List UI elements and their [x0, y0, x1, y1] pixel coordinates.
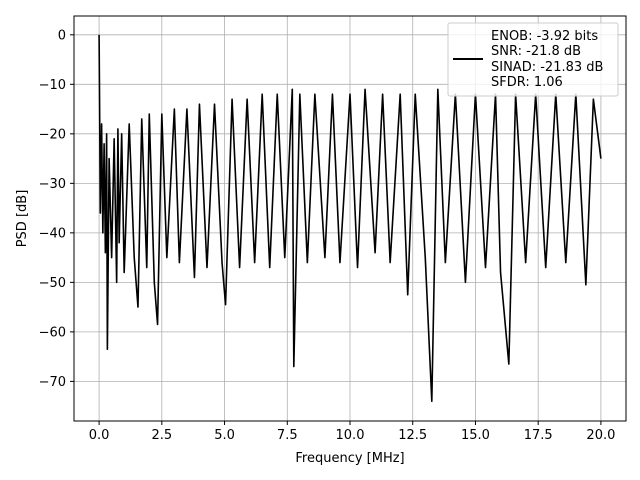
- y-axis-label: PSD [dB]: [15, 190, 30, 248]
- y-tick-label: −60: [39, 325, 66, 340]
- legend-sfdr: SFDR: 1.06: [491, 75, 563, 90]
- y-tick-label: −20: [39, 127, 66, 142]
- y-tick-label: −30: [39, 177, 66, 192]
- x-tick-label: 7.5: [277, 428, 298, 443]
- y-tick-label: −10: [39, 78, 66, 93]
- legend-snr: SNR: -21.8 dB: [491, 44, 581, 59]
- legend-box: [447, 22, 619, 97]
- y-tick-label: −70: [39, 375, 66, 390]
- x-axis-label: Frequency [MHz]: [295, 451, 404, 466]
- x-axis-ticks: 0.0 2.5 5.0 7.5 10.0 12.5 15.0 17.5 20.0: [89, 421, 615, 443]
- y-tick-label: 0: [58, 28, 66, 43]
- y-tick-label: −40: [39, 226, 66, 241]
- data-area: [98, 34, 602, 403]
- x-tick-label: 12.5: [398, 428, 427, 443]
- grid: [74, 16, 626, 421]
- x-tick-label: 5.0: [214, 428, 235, 443]
- y-axis-ticks: 0 −10 −20 −30 −40 −50 −60 −70: [39, 28, 74, 390]
- legend-sinad: SINAD: -21.83 dB: [491, 60, 603, 75]
- legend-enob: ENOB: -3.92 bits: [491, 29, 598, 44]
- x-tick-label: 2.5: [151, 428, 172, 443]
- psd-series-line: [98, 34, 602, 403]
- x-tick-label: 0.0: [89, 428, 110, 443]
- y-tick-label: −50: [39, 276, 66, 291]
- x-tick-label: 15.0: [461, 428, 490, 443]
- legend: ENOB: -3.92 bits SNR: -21.8 dB SINAD: -2…: [447, 22, 619, 97]
- x-tick-label: 20.0: [586, 428, 615, 443]
- x-tick-label: 17.5: [524, 428, 553, 443]
- x-tick-label: 10.0: [336, 428, 365, 443]
